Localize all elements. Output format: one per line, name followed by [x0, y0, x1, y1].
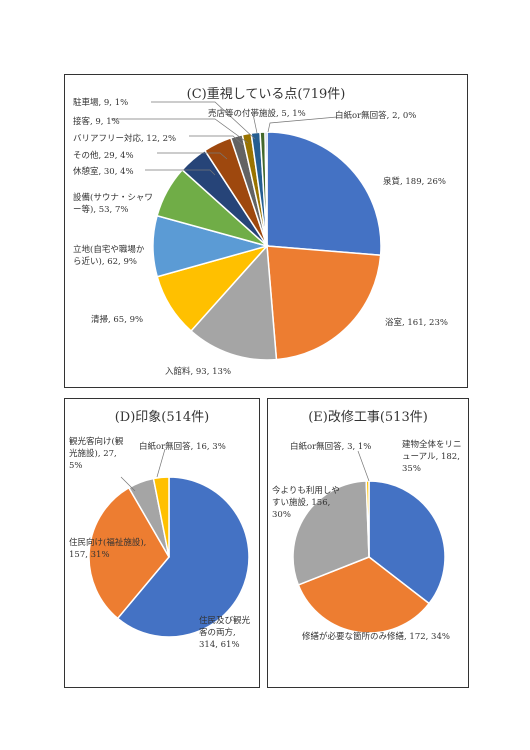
label-c-2: 入館料, 93, 13%: [165, 367, 232, 377]
label-d-3: 白紙or無回答, 16, 3%: [139, 442, 226, 452]
pie-c-slice-2: [189, 244, 278, 361]
pie-c-leader-line-5: [252, 113, 258, 134]
pie-c-leader-line-4: [145, 169, 216, 176]
pie-c-leader-line-1: [111, 118, 249, 144]
pie-chart-d: [88, 448, 250, 638]
label-c-9: 接客, 9, 1%: [73, 117, 120, 127]
label-d-1: 住民向け(福祉施設), 157, 31%: [69, 538, 147, 560]
pie-d-slice-3: [152, 476, 170, 558]
pie-c-leader-line-6: [267, 116, 338, 133]
pie-d-slice-0: [116, 476, 250, 638]
pie-e-leader-line-0: [357, 450, 370, 482]
label-c-5: 設備(サウナ・シャワー等), 53, 7%: [73, 193, 153, 215]
label-c-0: 泉質, 189, 26%: [383, 177, 446, 187]
pie-d-slice-1: [88, 486, 170, 620]
pie-chart-e: [292, 450, 446, 634]
pie-d-leader-line-1: [156, 448, 166, 478]
label-c-12: 白紙or無回答, 2, 0%: [335, 111, 417, 121]
chart-title-d: (D)印象(514件): [114, 410, 210, 425]
pie-e-slice-2: [292, 480, 370, 586]
label-c-11: 売店等の付帯施設, 5, 1%: [208, 109, 306, 119]
label-e-1: 修繕が必要な箇所のみ修繕, 172, 34%: [302, 632, 450, 642]
label-d-0: 住民及び観光客の両方, 314, 61%: [199, 616, 251, 650]
label-c-4: 立地(自宅や職場から近い), 62, 9%: [73, 245, 145, 267]
chart-panel-e: (E)改修工事(513件) 建物全体をリニューアル, 182, 35% 修繕が必…: [267, 398, 469, 688]
label-e-2: 今よりも利用しやすい施設, 156, 30%: [272, 486, 340, 520]
pie-c-leader-line-0: [151, 101, 256, 140]
pie-chart-c: [111, 101, 382, 361]
label-c-10: 駐車場, 9, 1%: [73, 98, 129, 108]
label-d-2: 観光客向け(観光施設), 27, 5%: [69, 437, 124, 471]
pie-d-leader-line-0: [120, 476, 136, 492]
chart-title-c: (C)重視している点(719件): [186, 87, 346, 102]
label-c-6: 休憩室, 30, 4%: [73, 167, 134, 177]
pie-c-slice-0: [266, 131, 382, 257]
label-c-3: 清掃, 65, 9%: [91, 315, 144, 325]
label-e-0: 建物全体をリニューアル, 182, 35%: [402, 440, 462, 474]
label-c-1: 浴室, 161, 23%: [385, 318, 448, 328]
chart-panel-c: (C)重視している点(719件) 泉質, 189, 26% 浴室, 161, 2…: [64, 74, 468, 388]
label-c-8: バリアフリー対応, 12, 2%: [73, 134, 177, 144]
pie-e-slice-1: [297, 556, 431, 634]
pie-c-slice-1: [266, 245, 382, 361]
pie-e-slice-0: [368, 480, 446, 605]
label-c-7: その他, 29, 4%: [73, 151, 134, 161]
label-e-3: 白紙or無回答, 3, 1%: [290, 442, 372, 452]
pie-c-leader-line-3: [157, 152, 228, 160]
pie-c-slice-12: [264, 131, 268, 247]
chart-panel-d: (D)印象(514件) 住民及び観光客の両方, 314, 61% 住民向け(福祉…: [64, 398, 260, 688]
pie-c-leader-line-2: [189, 135, 244, 146]
chart-title-e: (E)改修工事(513件): [308, 410, 428, 425]
